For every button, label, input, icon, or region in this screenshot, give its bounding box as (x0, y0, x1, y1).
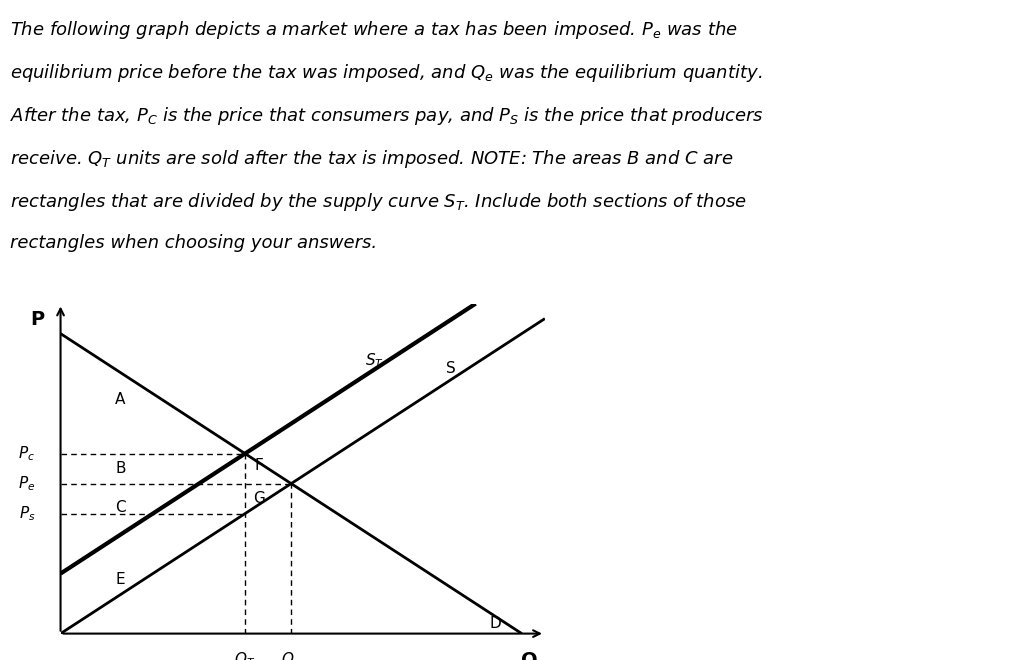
Text: rectangles when choosing your answers.: rectangles when choosing your answers. (10, 234, 377, 251)
Text: P: P (30, 310, 44, 329)
Text: $P_c$: $P_c$ (18, 444, 35, 463)
Text: After the tax, $P_C$ is the price that consumers pay, and $P_S$ is the price tha: After the tax, $P_C$ is the price that c… (10, 105, 764, 127)
Text: E: E (116, 572, 125, 587)
Text: $S_T$: $S_T$ (365, 351, 383, 370)
Text: equilibrium price before the tax was imposed, and $Q_e$ was the equilibrium quan: equilibrium price before the tax was imp… (10, 62, 763, 84)
Text: rectangles that are divided by the supply curve $S_T$. Include both sections of : rectangles that are divided by the suppl… (10, 191, 747, 213)
Text: G: G (253, 491, 264, 506)
Text: $P_e$: $P_e$ (18, 475, 35, 493)
Text: receive. $Q_T$ units are sold after the tax is imposed. NOTE: The areas B and C : receive. $Q_T$ units are sold after the … (10, 148, 734, 170)
Text: A: A (115, 392, 126, 407)
Text: $Q_T$: $Q_T$ (234, 650, 255, 660)
Text: $P_s$: $P_s$ (18, 504, 35, 523)
Text: F: F (254, 458, 263, 473)
Text: S: S (446, 360, 455, 376)
Text: Q: Q (521, 650, 538, 660)
Text: The following graph depicts a market where a tax has been imposed. $P_e$ was the: The following graph depicts a market whe… (10, 18, 738, 41)
Text: C: C (115, 500, 126, 515)
Text: B: B (115, 461, 126, 476)
Text: $Q_e$: $Q_e$ (282, 650, 302, 660)
Text: D: D (489, 616, 501, 630)
